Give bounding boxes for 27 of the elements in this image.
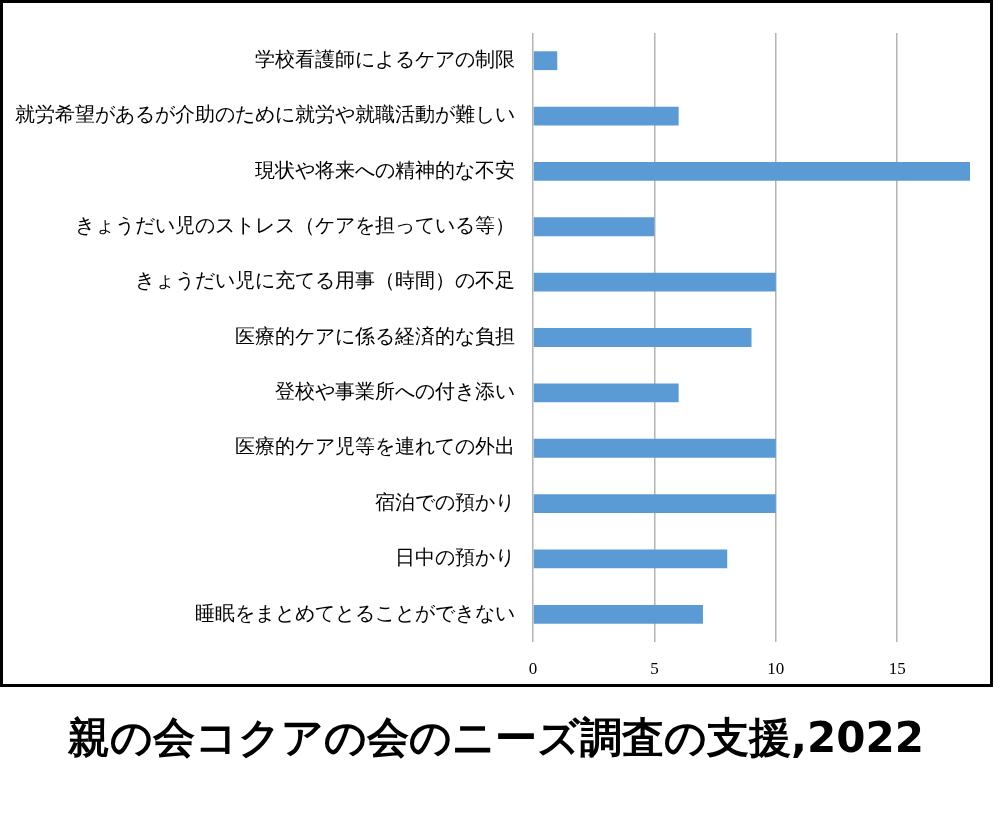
text: 親の会コクアの会のニーズ調査の支援,2022	[68, 713, 924, 762]
bar	[533, 494, 776, 513]
y-tick-label: 医療的ケアに係る経済的な負担	[235, 324, 515, 347]
bar	[533, 106, 679, 126]
x-tick-label: 0	[528, 658, 538, 678]
bar	[533, 438, 776, 458]
y-tick-label: 就労希望があるが介助のために就労や就職活動が難しい	[15, 103, 515, 126]
bar	[533, 162, 970, 181]
y-tick-label: 学校看護師によるケアの制限	[255, 47, 515, 70]
bar	[533, 549, 728, 569]
y-tick-label: 現状や将来への精神的な不安	[255, 158, 515, 181]
bar	[533, 604, 703, 624]
bar	[533, 217, 655, 237]
y-tick-label: 登校や事業所への付き添い	[275, 380, 515, 403]
x-tick-label: 5	[650, 658, 659, 678]
y-tick-label: 宿泊での預かり	[375, 490, 515, 513]
y-tick-label: きょうだい児のストレス（ケアを担っている等）	[75, 214, 515, 237]
bar	[533, 272, 776, 292]
y-tick-label: 睡眠をまとめてとることができない	[195, 601, 515, 624]
x-tick-label: 10	[767, 658, 785, 678]
bar	[533, 328, 752, 347]
y-tick-label: きょうだい児に充てる用事（時間）の不足	[135, 269, 515, 292]
y-tick-label: 日中の預かり	[395, 546, 515, 569]
y-tick-label: 医療的ケア児等を連れての外出	[235, 435, 515, 458]
bar	[533, 383, 679, 403]
bar	[533, 51, 558, 71]
x-tick-label: 15	[888, 658, 906, 678]
